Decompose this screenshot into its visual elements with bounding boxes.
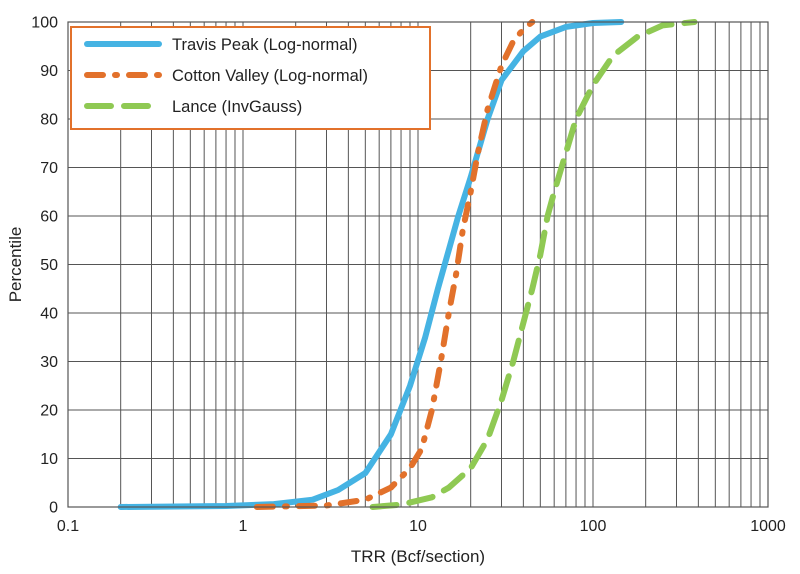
legend-label: Lance (InvGauss) bbox=[172, 98, 302, 116]
tick-labels: 0.1 1 10 100 1000 0 10 20 30 40 50 60 70 80 90 100 bbox=[31, 15, 786, 536]
y-tick-label: 60 bbox=[40, 209, 58, 226]
series-line-1 bbox=[117, 19, 625, 510]
legend: Travis Peak (Log-normal) Cotton Valley (L… bbox=[70, 26, 431, 130]
y-axis-title: Percentile bbox=[6, 227, 25, 303]
x-tick-label: 100 bbox=[580, 518, 607, 535]
y-tick-label: 100 bbox=[31, 15, 58, 32]
plot-frame bbox=[67, 21, 769, 508]
x-tick-label: 1 bbox=[239, 518, 248, 535]
y-tick-label: 70 bbox=[40, 160, 58, 177]
y-tick-label: 90 bbox=[40, 63, 58, 80]
legend-label: Cotton Valley (Log-normal) bbox=[172, 67, 368, 85]
series-layer bbox=[117, 19, 698, 510]
y-tick-label: 80 bbox=[40, 112, 58, 129]
y-tick-label: 30 bbox=[40, 354, 58, 371]
series-line-3 bbox=[369, 19, 698, 510]
y-tick-label: 20 bbox=[40, 403, 58, 420]
y-tick-label: 40 bbox=[40, 306, 58, 323]
legend-label: Travis Peak (Log-normal) bbox=[172, 36, 358, 54]
x-tick-label: 0.1 bbox=[57, 518, 79, 535]
y-tick-label: 10 bbox=[40, 451, 58, 468]
series-line-2 bbox=[253, 19, 536, 510]
x-tick-label: 1000 bbox=[750, 518, 786, 535]
x-axis-title: TRR (Bcf/section) bbox=[351, 547, 485, 566]
y-tick-label: 0 bbox=[49, 500, 58, 517]
x-tick-label: 10 bbox=[409, 518, 427, 535]
y-tick-label: 50 bbox=[40, 257, 58, 274]
